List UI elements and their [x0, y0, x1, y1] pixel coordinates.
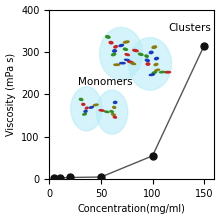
Ellipse shape: [113, 116, 117, 118]
Ellipse shape: [125, 54, 129, 56]
Ellipse shape: [84, 110, 87, 112]
Ellipse shape: [119, 44, 123, 47]
Ellipse shape: [128, 61, 133, 63]
Ellipse shape: [99, 110, 104, 111]
Text: Clusters: Clusters: [168, 23, 211, 33]
Ellipse shape: [114, 101, 117, 103]
Ellipse shape: [94, 104, 98, 106]
Ellipse shape: [90, 106, 93, 108]
Ellipse shape: [113, 106, 116, 108]
Ellipse shape: [139, 53, 143, 55]
Ellipse shape: [123, 41, 129, 43]
Ellipse shape: [71, 87, 102, 131]
Ellipse shape: [149, 51, 153, 54]
Ellipse shape: [114, 64, 120, 66]
Ellipse shape: [131, 63, 136, 64]
Ellipse shape: [160, 71, 165, 73]
X-axis label: Concentration(mg/ml): Concentration(mg/ml): [78, 204, 186, 214]
Ellipse shape: [154, 64, 158, 66]
Ellipse shape: [110, 111, 113, 112]
Ellipse shape: [145, 59, 149, 62]
Ellipse shape: [106, 36, 110, 38]
Ellipse shape: [113, 50, 116, 52]
Ellipse shape: [152, 72, 156, 73]
Ellipse shape: [104, 111, 109, 113]
Ellipse shape: [152, 46, 156, 48]
Ellipse shape: [85, 107, 88, 109]
Ellipse shape: [146, 63, 150, 65]
Ellipse shape: [112, 114, 115, 116]
Ellipse shape: [133, 50, 138, 52]
Ellipse shape: [145, 55, 148, 57]
Ellipse shape: [149, 74, 154, 75]
Ellipse shape: [165, 72, 170, 73]
Ellipse shape: [155, 69, 160, 71]
Ellipse shape: [79, 98, 83, 101]
Ellipse shape: [114, 46, 117, 48]
Ellipse shape: [123, 48, 128, 50]
Ellipse shape: [120, 62, 125, 64]
Ellipse shape: [112, 53, 116, 56]
Ellipse shape: [155, 57, 158, 60]
Ellipse shape: [128, 38, 172, 90]
Y-axis label: Viscosity (mPa s): Viscosity (mPa s): [6, 53, 16, 136]
Ellipse shape: [125, 59, 130, 61]
Ellipse shape: [96, 90, 128, 134]
Ellipse shape: [100, 27, 143, 80]
Text: Monomers: Monomers: [78, 77, 133, 87]
Ellipse shape: [83, 113, 86, 115]
Ellipse shape: [109, 41, 113, 44]
Ellipse shape: [82, 103, 85, 105]
